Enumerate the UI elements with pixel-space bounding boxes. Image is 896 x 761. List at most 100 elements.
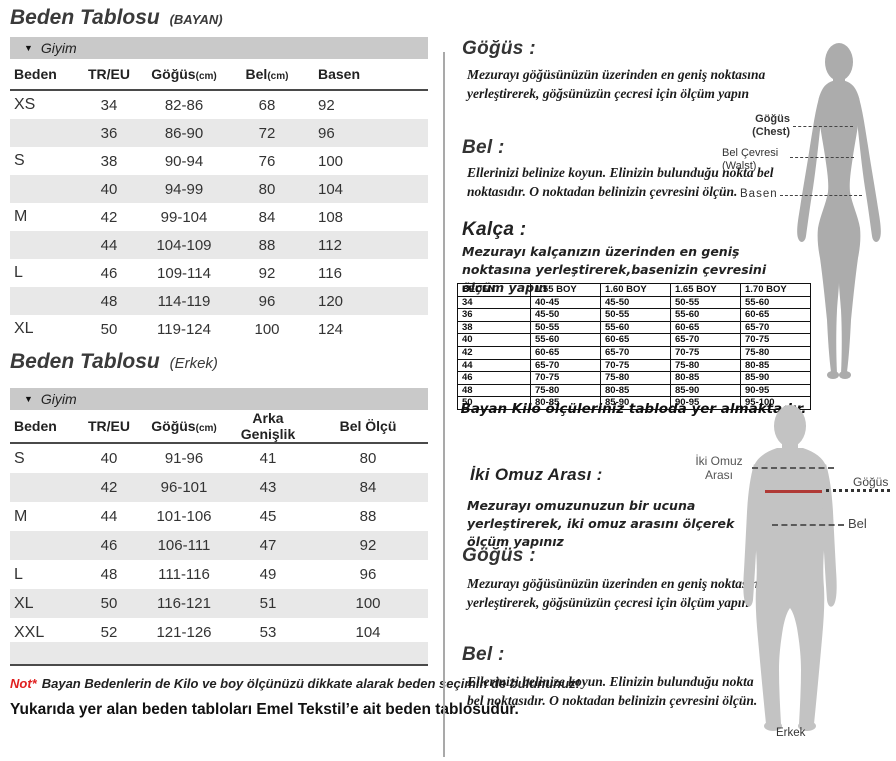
table-row: 42 96-101 43 84 xyxy=(10,473,428,502)
men-table-footer-strip xyxy=(10,642,428,666)
table-cell: 42 xyxy=(100,208,118,226)
table-cell: 41 xyxy=(259,450,277,467)
column-header: 1.55 BOY xyxy=(530,283,601,297)
table-cell: XL xyxy=(14,320,34,337)
table-cell: 42 xyxy=(457,345,531,360)
women-giyim-section-header[interactable]: ▼ Giyim xyxy=(10,37,428,59)
table-cell: 48 xyxy=(457,383,531,398)
table-row: 44 65-70 70-75 75-80 80-85 xyxy=(457,358,811,373)
table-cell: 55-60 xyxy=(670,308,741,322)
kilo-table-caption: Bayan Kilo ölçüleriniz tabloda yer almak… xyxy=(460,401,807,417)
table-cell: 70-75 xyxy=(600,358,671,373)
table-row: 46 70-75 75-80 80-85 85-90 xyxy=(457,371,811,385)
table-cell: 44 xyxy=(100,236,118,254)
table-cell xyxy=(10,473,78,502)
table-cell: 100 xyxy=(254,320,280,338)
table-cell: 72 xyxy=(258,124,276,142)
table-cell: 88 xyxy=(258,236,276,254)
omuz-text: Mezurayı omuzunuzun bir ucuna yerleştire… xyxy=(467,498,735,550)
table-cell: 40 xyxy=(457,333,531,347)
female-hip-label: Basen xyxy=(740,188,778,200)
column-header: Bel Ölçü xyxy=(308,410,428,444)
table-cell xyxy=(10,119,78,147)
table-cell: 70-75 xyxy=(530,371,601,385)
column-header: Beden xyxy=(10,410,78,444)
table-cell: 88 xyxy=(359,508,377,525)
women-table-header-row: Beden TR/EU Göğüs(cm) Bel(cm) Basen xyxy=(10,59,428,91)
table-row: XS 34 82-86 68 92 xyxy=(10,90,428,119)
men-bel-text: Ellerinizi belinize koyun. Elinizin bulu… xyxy=(467,674,758,708)
table-cell: 65-70 xyxy=(670,333,741,347)
table-cell: 44 xyxy=(457,358,531,373)
column-header: 1.60 BOY xyxy=(600,283,671,297)
male-waist-leader-line xyxy=(772,524,844,526)
table-cell: 38 xyxy=(100,152,118,170)
column-header: Beden xyxy=(10,59,78,91)
table-cell: 109-114 xyxy=(157,264,211,282)
table-cell: 46 xyxy=(100,264,118,282)
table-cell: 50-55 xyxy=(600,308,671,322)
table-row: 46 106-111 47 92 xyxy=(10,531,428,560)
table-cell: 75-80 xyxy=(670,358,741,373)
table-cell: 42 xyxy=(100,479,118,496)
column-header: Bel(cm) xyxy=(228,59,306,91)
table-cell: 96-101 xyxy=(160,479,208,496)
table-row: 42 60-65 65-70 70-75 75-80 xyxy=(457,345,811,360)
table-cell: 51 xyxy=(259,595,277,612)
table-cell: 36 xyxy=(457,308,531,322)
table-cell: 86-90 xyxy=(164,124,204,142)
vertical-divider xyxy=(443,52,445,757)
table-cell xyxy=(10,531,78,560)
table-row: S 40 91-96 41 80 xyxy=(10,443,428,473)
male-silhouette xyxy=(743,405,837,731)
table-cell: 108 xyxy=(318,208,344,226)
table-cell: 80-85 xyxy=(740,358,811,373)
table-row: 48 75-80 80-85 85-90 90-95 xyxy=(457,383,811,398)
women-title-suffix: (BAYAN) xyxy=(169,12,223,27)
table-cell: 92 xyxy=(258,264,276,282)
female-waist-label: Bel Çevresi (Walst) xyxy=(722,147,778,172)
table-cell: 90-95 xyxy=(670,396,741,410)
men-gogus-heading: Göğüs : xyxy=(462,545,536,566)
table-cell: 120 xyxy=(318,292,344,310)
table-row: 38 50-55 55-60 60-65 65-70 xyxy=(457,320,811,335)
table-cell: 60-65 xyxy=(600,333,671,347)
table-cell: 85-90 xyxy=(670,383,741,398)
column-header: TR/EU xyxy=(78,59,140,91)
table-cell: 43 xyxy=(259,479,277,496)
table-cell xyxy=(10,231,78,259)
table-cell: 34 xyxy=(457,295,531,310)
collapse-triangle-icon: ▼ xyxy=(24,42,33,53)
men-table-header-row: Beden TR/EU Göğüs(cm) Arka Genişlik Bel Ölçü xyxy=(10,410,428,444)
table-cell: 60-65 xyxy=(670,320,741,335)
table-cell: 45-50 xyxy=(600,295,671,310)
table-cell: 104 xyxy=(318,180,344,198)
table-cell: 111-116 xyxy=(158,566,210,583)
table-cell: 55-60 xyxy=(600,320,671,335)
table-cell: XL xyxy=(14,594,34,612)
table-cell: 96 xyxy=(258,292,276,310)
women-size-table: Beden TR/EU Göğüs(cm) Bel(cm) Basen XS 34 82-8… xyxy=(10,59,428,343)
table-cell: 84 xyxy=(258,208,276,226)
column-header: TR/EU xyxy=(78,410,140,444)
table-cell: 60-65 xyxy=(530,345,601,360)
table-cell: 100 xyxy=(355,595,381,612)
kilo-boy-table: BEDEN 1.55 BOY 1.60 BOY 1.65 BOY 1.70 BOY 34… xyxy=(457,283,811,410)
table-cell: 124 xyxy=(318,320,344,338)
table-cell: M xyxy=(14,208,28,225)
table-cell: 45 xyxy=(259,508,277,525)
female-silhouette xyxy=(797,43,881,379)
table-cell: 80 xyxy=(359,450,377,467)
men-title-text: Beden Tablosu xyxy=(10,350,160,373)
table-row: S 38 90-94 76 100 xyxy=(10,147,428,175)
table-row: 40 55-60 60-65 65-70 70-75 xyxy=(457,333,811,347)
table-cell: 48 xyxy=(100,292,118,310)
women-bel-text: Ellerinizi belinize koyun. Elinizin bulu… xyxy=(467,165,774,199)
column-header: BEDEN xyxy=(457,283,531,297)
female-waist-leader-line xyxy=(790,157,854,158)
men-giyim-section-header[interactable]: ▼ Giyim xyxy=(10,388,428,410)
kilo-table-header-row: BEDEN 1.55 BOY 1.60 BOY 1.65 BOY 1.70 BOY xyxy=(457,283,811,297)
table-cell: 38 xyxy=(457,320,531,335)
section-label: Giyim xyxy=(40,40,77,56)
table-row: 34 40-45 45-50 50-55 55-60 xyxy=(457,295,811,310)
